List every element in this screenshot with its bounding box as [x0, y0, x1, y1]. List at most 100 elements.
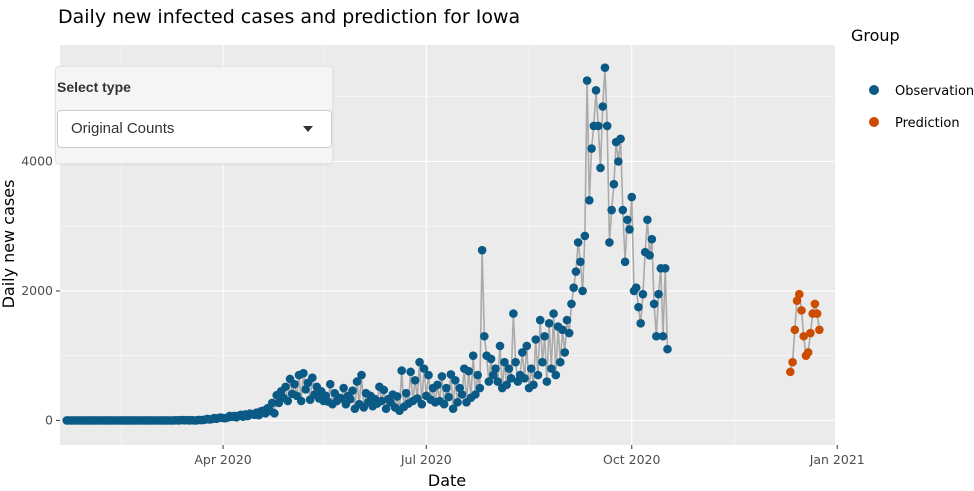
data-point-observation: [337, 394, 346, 403]
data-point-observation: [620, 257, 630, 267]
data-point-observation: [270, 408, 279, 418]
data-point-observation: [509, 309, 518, 318]
data-point-observation: [652, 331, 661, 341]
data-point-observation: [348, 386, 357, 395]
data-point-observation: [513, 377, 523, 386]
data-point-prediction: [815, 325, 824, 335]
data-point-observation: [580, 231, 590, 241]
legend-key-observation: [869, 85, 879, 95]
data-point-observation: [569, 283, 578, 293]
data-point-observation: [638, 289, 648, 299]
data-point-observation: [587, 144, 596, 153]
x-tick-label: Apr 2020: [194, 452, 251, 467]
data-point-observation: [283, 396, 293, 406]
x-tick-label: Jan 2021: [809, 452, 865, 467]
data-point-observation: [442, 383, 451, 393]
data-point-observation: [493, 377, 503, 386]
data-point-observation: [437, 372, 447, 381]
data-point-observation: [453, 397, 462, 407]
data-point-observation: [522, 341, 532, 351]
data-point-observation: [301, 385, 310, 394]
data-point-observation: [535, 315, 545, 325]
data-point-observation: [488, 370, 498, 380]
data-point-observation: [582, 76, 592, 85]
data-point-prediction: [788, 357, 797, 367]
data-point-observation: [339, 383, 348, 393]
data-point-observation: [281, 382, 290, 392]
selected-option: Original Counts: [71, 120, 175, 137]
select-type-dropdown[interactable]: Original Counts: [57, 110, 332, 148]
data-point-prediction: [806, 328, 815, 338]
data-point-observation: [555, 357, 565, 367]
data-point-prediction: [812, 309, 822, 318]
data-point-observation: [571, 267, 581, 276]
data-point-observation: [643, 215, 652, 225]
data-point-observation: [511, 357, 520, 367]
legend-key-prediction: [869, 117, 879, 127]
data-point-observation: [381, 404, 391, 414]
data-point-observation: [500, 357, 509, 367]
data-point-observation: [567, 299, 576, 309]
data-point-observation: [531, 335, 541, 344]
data-point-observation: [397, 366, 407, 375]
data-point-observation: [614, 157, 623, 166]
data-point-observation: [415, 357, 424, 367]
data-point-observation: [547, 364, 556, 373]
data-point-observation: [267, 398, 277, 408]
data-point-observation: [520, 374, 529, 383]
data-point-observation: [357, 370, 366, 380]
data-point-observation: [448, 404, 458, 414]
data-point-observation: [647, 234, 657, 244]
select-type-panel: Select type Original Counts: [55, 66, 333, 164]
legend-title: Group: [851, 26, 900, 45]
data-point-prediction: [786, 367, 795, 377]
data-point-observation: [308, 373, 317, 382]
data-point-observation: [439, 399, 449, 409]
data-point-prediction: [810, 299, 820, 309]
data-point-observation: [560, 348, 570, 357]
data-point-observation: [433, 380, 442, 390]
data-point-observation: [660, 264, 670, 273]
legend-label-prediction: Prediction: [895, 116, 960, 131]
data-point-observation: [419, 364, 429, 373]
data-point-observation: [622, 215, 632, 225]
y-tick-label: 2000: [21, 283, 53, 298]
data-point-observation: [424, 370, 433, 380]
data-point-observation: [605, 238, 614, 247]
data-point-prediction: [803, 348, 813, 357]
data-point-observation: [346, 394, 355, 404]
data-point-observation: [649, 299, 659, 309]
data-point-observation: [471, 390, 480, 399]
data-point-observation: [558, 325, 567, 335]
data-point-observation: [636, 319, 645, 328]
x-tick-label: Oct 2020: [603, 452, 660, 467]
data-point-observation: [446, 370, 456, 379]
select-type-label: Select type: [57, 79, 131, 95]
data-point-observation: [551, 370, 561, 380]
data-point-observation: [480, 331, 489, 341]
grid-minor: [60, 45, 835, 445]
data-point-observation: [549, 309, 558, 318]
data-point-observation: [477, 245, 487, 255]
chart-title: Daily new infected cases and prediction …: [58, 6, 520, 28]
data-point-prediction: [794, 289, 804, 299]
data-point-observation: [544, 319, 554, 328]
data-point-observation: [379, 385, 389, 395]
data-point-prediction: [797, 306, 806, 315]
data-point-observation: [455, 383, 465, 393]
data-point-observation: [627, 192, 637, 202]
data-point-observation: [607, 205, 616, 215]
data-point-observation: [618, 205, 628, 215]
data-point-observation: [596, 163, 605, 173]
data-point-observation: [406, 367, 415, 377]
data-point-observation: [578, 286, 587, 296]
data-point-observation: [468, 351, 478, 360]
data-point-observation: [658, 331, 668, 341]
data-point-observation: [417, 399, 427, 409]
data-point-observation: [486, 354, 496, 364]
data-point-observation: [526, 364, 536, 373]
data-point-observation: [529, 380, 538, 390]
data-point-observation: [504, 364, 514, 373]
data-point-observation: [457, 390, 467, 399]
